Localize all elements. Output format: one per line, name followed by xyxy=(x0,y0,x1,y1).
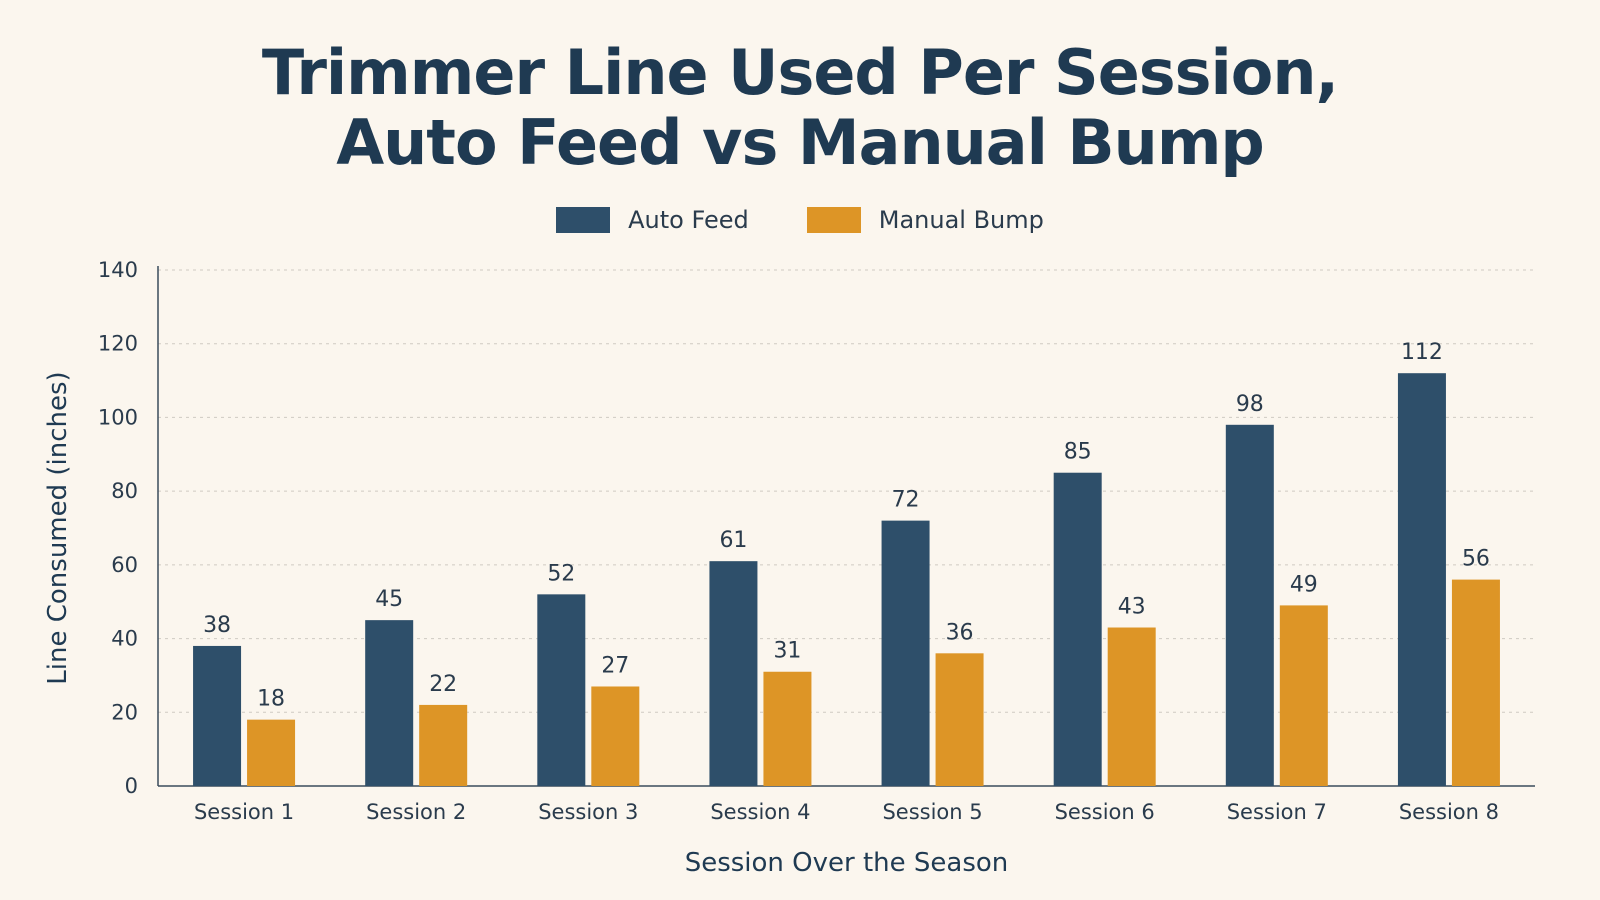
value-label-auto-feed-5: 72 xyxy=(892,488,920,513)
legend-item-auto-feed: Auto Feed xyxy=(556,206,749,234)
value-label-auto-feed-7: 98 xyxy=(1236,392,1264,417)
y-tick-label-20: 20 xyxy=(111,700,138,724)
bar-manual-bump-1 xyxy=(247,719,296,786)
legend-swatch-manual-bump xyxy=(806,207,861,233)
value-label-auto-feed-2: 45 xyxy=(375,587,403,612)
bar-manual-bump-8 xyxy=(1451,579,1500,786)
legend-label-manual-bump: Manual Bump xyxy=(878,206,1044,234)
y-tick-label-60: 60 xyxy=(111,553,138,577)
value-label-manual-bump-4: 31 xyxy=(773,639,801,664)
y-tick-label-0: 0 xyxy=(125,774,138,798)
y-tick-label-120: 120 xyxy=(98,332,138,356)
value-label-auto-feed-8: 112 xyxy=(1401,340,1443,365)
y-axis-title: Line Consumed (inches) xyxy=(43,371,73,684)
value-label-manual-bump-2: 22 xyxy=(429,672,457,697)
value-label-manual-bump-7: 49 xyxy=(1290,572,1318,597)
value-label-manual-bump-6: 43 xyxy=(1118,595,1146,620)
x-axis-title: Session Over the Season xyxy=(685,848,1009,878)
bar-manual-bump-5 xyxy=(935,653,984,786)
legend-label-auto-feed: Auto Feed xyxy=(628,206,749,234)
x-tick-label-7: Session 7 xyxy=(1227,800,1327,824)
x-tick-label-6: Session 6 xyxy=(1055,800,1155,824)
bar-manual-bump-7 xyxy=(1279,605,1328,786)
bar-manual-bump-3 xyxy=(591,686,640,786)
value-label-manual-bump-5: 36 xyxy=(946,620,974,645)
chart-title: Trimmer Line Used Per Session, Auto Feed… xyxy=(0,38,1600,178)
chart-title-line-2: Auto Feed vs Manual Bump xyxy=(336,106,1265,179)
bar-auto-feed-7 xyxy=(1225,424,1274,786)
value-label-manual-bump-1: 18 xyxy=(257,687,285,712)
legend: Auto Feed Manual Bump xyxy=(0,206,1600,234)
y-tick-label-140: 140 xyxy=(98,258,138,282)
legend-swatch-auto-feed xyxy=(556,207,611,233)
value-label-auto-feed-3: 52 xyxy=(547,561,575,586)
bar-manual-bump-2 xyxy=(419,704,468,786)
chart-title-line-1: Trimmer Line Used Per Session, xyxy=(261,36,1339,109)
value-label-auto-feed-1: 38 xyxy=(203,613,231,638)
y-tick-label-100: 100 xyxy=(98,405,138,429)
y-tick-label-80: 80 xyxy=(111,479,138,503)
x-tick-label-3: Session 3 xyxy=(538,800,638,824)
value-label-auto-feed-6: 85 xyxy=(1064,440,1092,465)
value-label-auto-feed-4: 61 xyxy=(719,528,747,553)
bar-auto-feed-6 xyxy=(1053,472,1102,786)
bar-manual-bump-6 xyxy=(1107,627,1156,786)
x-tick-label-4: Session 4 xyxy=(710,800,810,824)
x-tick-label-2: Session 2 xyxy=(366,800,466,824)
value-label-manual-bump-3: 27 xyxy=(601,653,629,678)
value-label-manual-bump-8: 56 xyxy=(1462,547,1490,572)
bar-auto-feed-8 xyxy=(1397,373,1446,786)
bar-auto-feed-3 xyxy=(537,594,586,786)
bar-auto-feed-2 xyxy=(365,620,414,786)
x-tick-label-5: Session 5 xyxy=(882,800,982,824)
bar-auto-feed-4 xyxy=(709,561,758,786)
x-tick-label-8: Session 8 xyxy=(1399,800,1499,824)
bar-auto-feed-5 xyxy=(881,520,930,786)
legend-item-manual-bump: Manual Bump xyxy=(806,206,1044,234)
bar-manual-bump-4 xyxy=(763,671,812,786)
y-tick-label-40: 40 xyxy=(111,627,138,651)
x-tick-label-1: Session 1 xyxy=(194,800,294,824)
bar-auto-feed-1 xyxy=(193,645,242,786)
